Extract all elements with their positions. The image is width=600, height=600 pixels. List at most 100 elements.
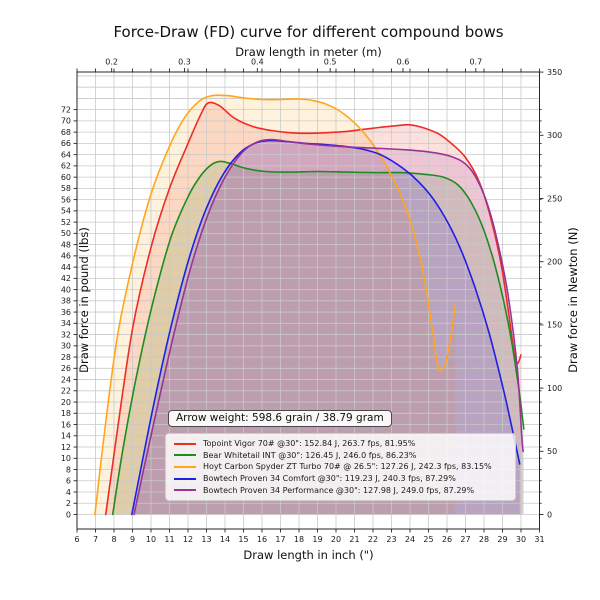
legend-label: Bowtech Proven 34 Comfort @30": 119.23 J… (203, 474, 456, 484)
tick-label: 12 (61, 443, 71, 452)
series-lines (94, 94, 525, 516)
tick-label: 21 (349, 535, 359, 544)
tick-label: 20 (61, 398, 71, 407)
tick-label: 14 (61, 432, 71, 441)
curve-bowtech-proven34-comfort (131, 139, 521, 516)
left-axis: 0246810121416182022242628303234363840424… (61, 105, 77, 519)
curve-hoyt-carbon-spyder (94, 94, 457, 516)
tick-label: 9 (130, 535, 135, 544)
arrow-weight-annotation: Arrow weight: 598.6 grain / 38.79 gram (168, 410, 392, 427)
legend-label: Bear Whitetail INT @30": 126.45 J, 246.0… (203, 450, 417, 460)
legend-row-hoyt-carbon-spyder: Hoyt Carbon Spyder ZT Turbo 70# @ 26.5":… (174, 461, 507, 473)
top-axis-label: Draw length in meter (m) (235, 45, 382, 59)
tick-label: 2 (66, 499, 71, 508)
tick-label: 56 (61, 195, 71, 204)
tick-label: 18 (61, 409, 71, 418)
tick-label: 46 (61, 252, 71, 261)
legend-row-bowtech-proven34-comfort: Bowtech Proven 34 Comfort @30": 119.23 J… (174, 473, 507, 485)
tick-label: 28 (479, 535, 489, 544)
tick-label: 30 (61, 342, 71, 351)
legend-swatch-hoyt-carbon-spyder (174, 465, 196, 468)
tick-label: 60 (61, 173, 71, 182)
tick-label: 10 (146, 535, 156, 544)
tick-label: 24 (61, 375, 71, 384)
chart-title: Force-Draw (FD) curve for different comp… (113, 23, 504, 41)
tick-label: 58 (61, 184, 71, 193)
legend-label: Topoint Vigor 70# @30": 152.84 J, 263.7 … (203, 439, 416, 449)
tick-label: 29 (497, 535, 507, 544)
tick-label: 17 (275, 535, 285, 544)
tick-label: 6 (74, 535, 79, 544)
tick-label: 26 (442, 535, 452, 544)
tick-label: 22 (61, 387, 71, 396)
legend-row-topoint-vigor: Topoint Vigor 70# @30": 152.84 J, 263.7 … (174, 438, 507, 450)
tick-label: 12 (183, 535, 193, 544)
tick-label: 100 (547, 384, 562, 393)
tick-label: 0 (547, 510, 552, 519)
bottom-axis-label: Draw length in inch (") (243, 548, 374, 562)
tick-label: 150 (547, 321, 562, 330)
tick-label: 22 (368, 535, 378, 544)
legend-label: Hoyt Carbon Spyder ZT Turbo 70# @ 26.5":… (203, 462, 492, 472)
top-axis: 0.2 0.3 0.4 0.5 0.6 0.7 (76, 58, 540, 72)
tick-label: 68 (61, 128, 71, 137)
right-axis-label: Draw force in Newton (N) (566, 227, 580, 373)
tick-label: 16 (61, 420, 71, 429)
meter-tick-label: 0.7 (469, 58, 482, 67)
tick-label: 350 (547, 68, 562, 77)
bottom-axis: 6 7 8 9 10 11 12 13 14 15 16 17 18 19 20 21 22 23 24 25 26 27… (74, 529, 545, 544)
tick-label: 48 (61, 240, 71, 249)
legend-row-bowtech-proven34-performance: Bowtech Proven 34 Performance @30": 127.… (174, 484, 507, 496)
tick-label: 25 (423, 535, 433, 544)
tick-label: 38 (61, 297, 71, 306)
tick-label: 66 (61, 139, 71, 148)
tick-label: 8 (111, 535, 116, 544)
tick-label: 28 (61, 353, 71, 362)
tick-label: 72 (61, 105, 71, 114)
tick-label: 27 (460, 535, 470, 544)
tick-label: 4 (66, 488, 71, 497)
tick-label: 54 (61, 207, 71, 216)
tick-label: 40 (61, 285, 71, 294)
tick-label: 42 (61, 274, 71, 283)
tick-label: 15 (238, 535, 248, 544)
tick-label: 34 (61, 319, 71, 328)
meter-tick-label: 0.4 (251, 58, 264, 67)
legend-swatch-bowtech-proven34-performance (174, 489, 196, 492)
tick-label: 0 (66, 510, 71, 519)
tick-label: 50 (547, 447, 557, 456)
legend: Topoint Vigor 70# @30": 152.84 J, 263.7 … (165, 433, 516, 501)
tick-label: 200 (547, 257, 562, 266)
tick-label: 30 (516, 535, 526, 544)
tick-label: 23 (386, 535, 396, 544)
legend-label: Bowtech Proven 34 Performance @30": 127.… (203, 485, 475, 495)
tick-label: 31 (534, 535, 544, 544)
right-axis: 0 50 100 150 200 250 300 350 (539, 68, 562, 519)
tick-label: 11 (164, 535, 174, 544)
tick-label: 62 (61, 162, 71, 171)
tick-label: 19 (312, 535, 322, 544)
tick-label: 13 (201, 535, 211, 544)
curve-bear-whitetail (111, 160, 525, 516)
meter-tick-label: 0.6 (397, 58, 410, 67)
curve-bowtech-proven34-performance (133, 138, 524, 516)
tick-label: 10 (61, 454, 71, 463)
tick-label: 7 (93, 535, 98, 544)
meter-tick-label: 0.5 (324, 58, 337, 67)
tick-label: 20 (331, 535, 341, 544)
tick-label: 250 (547, 194, 562, 203)
legend-swatch-topoint-vigor (174, 442, 196, 445)
left-axis-label: Draw force in pound (lbs) (77, 227, 91, 373)
tick-label: 14 (220, 535, 230, 544)
tick-label: 24 (405, 535, 415, 544)
tick-label: 36 (61, 308, 71, 317)
meter-tick-label: 0.3 (178, 58, 191, 67)
tick-label: 44 (61, 263, 71, 272)
tick-label: 50 (61, 229, 71, 238)
tick-label: 16 (257, 535, 267, 544)
legend-swatch-bear-whitetail (174, 454, 196, 457)
tick-label: 18 (294, 535, 304, 544)
tick-label: 6 (66, 477, 71, 486)
legend-swatch-bowtech-proven34-comfort (174, 477, 196, 480)
